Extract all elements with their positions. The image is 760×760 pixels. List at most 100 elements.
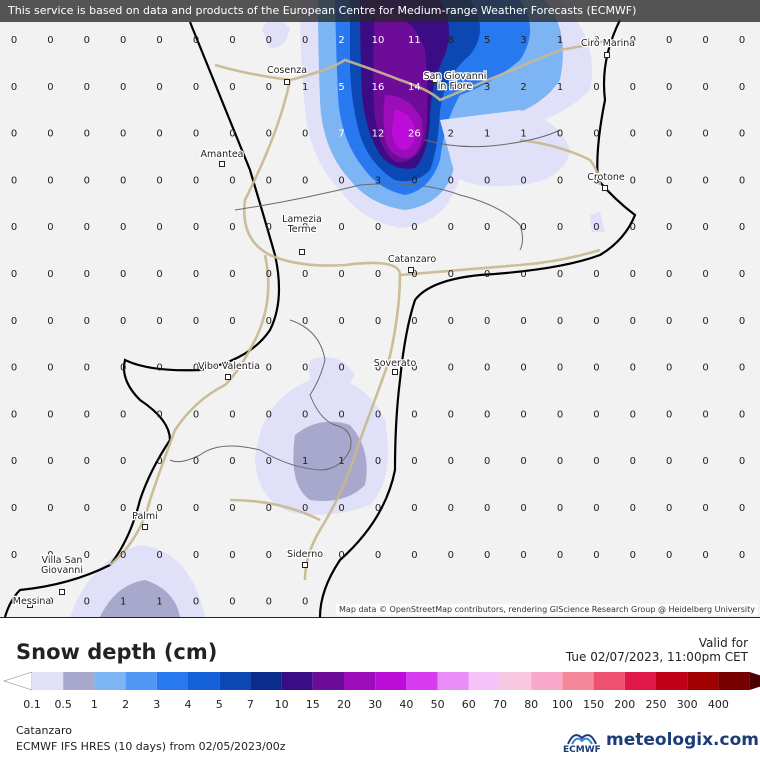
- grid-value: 0: [557, 456, 563, 467]
- city-marker[interactable]: [408, 267, 414, 273]
- grid-value: 0: [193, 269, 199, 280]
- grid-value: 0: [448, 550, 454, 561]
- grid-value: 2: [338, 35, 344, 46]
- grid-value: 0: [229, 269, 235, 280]
- grid-value: 1: [302, 456, 308, 467]
- grid-value: 0: [448, 409, 454, 420]
- grid-value: 0: [120, 175, 126, 186]
- legend-tick-label: 0.5: [54, 698, 72, 711]
- legend-swatch: [687, 672, 719, 690]
- grid-value: 0: [666, 269, 672, 280]
- city-label: Crotone: [587, 172, 625, 183]
- valid-label: Valid for: [698, 636, 748, 650]
- grid-value: 0: [739, 269, 745, 280]
- grid-value: 0: [120, 456, 126, 467]
- grid-value: 0: [11, 82, 17, 93]
- grid-value: 0: [11, 35, 17, 46]
- city-label: Vibo Valentia: [198, 361, 260, 372]
- city-label: in Fiore: [438, 81, 473, 92]
- grid-value: 0: [593, 503, 599, 514]
- grid-value: 0: [84, 550, 90, 561]
- city-marker[interactable]: [604, 52, 610, 58]
- grid-value: 0: [338, 503, 344, 514]
- city-marker[interactable]: [225, 374, 231, 380]
- grid-value: 0: [739, 175, 745, 186]
- grid-value: 0: [84, 129, 90, 140]
- grid-value: 0: [11, 363, 17, 374]
- grid-value: 0: [120, 409, 126, 420]
- grid-value: 0: [84, 363, 90, 374]
- city-marker[interactable]: [27, 602, 33, 608]
- grid-value: 0: [302, 129, 308, 140]
- legend-swatch: [312, 672, 344, 690]
- grid-value: 0: [375, 550, 381, 561]
- grid-value: 0: [338, 269, 344, 280]
- legend-tick-label: 15: [306, 698, 320, 711]
- grid-value: 0: [229, 409, 235, 420]
- grid-value: 0: [266, 175, 272, 186]
- legend-swatch: [624, 672, 656, 690]
- grid-value: 0: [120, 550, 126, 561]
- city-label: Cosenza: [267, 65, 307, 76]
- grid-value: 0: [84, 35, 90, 46]
- grid-value: 0: [338, 409, 344, 420]
- grid-value: 0: [47, 363, 53, 374]
- grid-value: 0: [557, 550, 563, 561]
- grid-value: 0: [630, 175, 636, 186]
- grid-value: 0: [302, 550, 308, 561]
- city-label: Messina: [13, 596, 51, 607]
- grid-value: 0: [484, 175, 490, 186]
- grid-value: 0: [630, 222, 636, 233]
- city-marker[interactable]: [602, 185, 608, 191]
- grid-value: 0: [739, 82, 745, 93]
- grid-value: 0: [302, 597, 308, 608]
- grid-value: 0: [520, 409, 526, 420]
- snow-depth-map[interactable]: 0 0 0 0 0 0 0 0 0 2 10 11 8 5 3 1 0 0 0 0 0 0 0 0 0 0 0 0 0 1 5 16 14 5 3 2…: [0, 0, 760, 618]
- grid-value: 0: [411, 363, 417, 374]
- grid-value: 0: [666, 409, 672, 420]
- grid-value: 0: [120, 503, 126, 514]
- meteologix-logo[interactable]: meteologix.com: [606, 730, 759, 750]
- city-label: Catanzaro: [388, 254, 437, 265]
- legend-swatch: [562, 672, 594, 690]
- grid-value: 0: [193, 409, 199, 420]
- grid-value: 1: [156, 597, 162, 608]
- grid-value: 0: [47, 129, 53, 140]
- color-scale-legend: 0.1 0.5 1 2 3 4 5 7 10 15 20 30 40 50 60 70 80 100 150 200 2…: [3, 671, 760, 711]
- grid-value: 0: [156, 129, 162, 140]
- grid-value: 0: [448, 175, 454, 186]
- grid-value: 0: [702, 409, 708, 420]
- grid-value: 0: [229, 363, 235, 374]
- grid-value: 0: [484, 409, 490, 420]
- city-marker[interactable]: [284, 79, 290, 85]
- city-marker[interactable]: [302, 562, 308, 568]
- grid-value: 0: [593, 316, 599, 327]
- grid-value: 0: [266, 597, 272, 608]
- grid-value: 0: [484, 316, 490, 327]
- grid-value: 0: [193, 597, 199, 608]
- legend-swatch: [468, 672, 500, 690]
- grid-value: 0: [666, 550, 672, 561]
- grid-value: 0: [11, 550, 17, 561]
- legend-tick-label: 3: [153, 698, 160, 711]
- grid-value: 0: [338, 550, 344, 561]
- grid-value: 0: [120, 222, 126, 233]
- city-marker[interactable]: [219, 161, 225, 167]
- grid-value: 0: [375, 363, 381, 374]
- city-marker[interactable]: [142, 524, 148, 530]
- grid-value: 7: [338, 129, 344, 140]
- location-label: Catanzaro: [16, 724, 72, 737]
- city-marker[interactable]: [59, 589, 65, 595]
- legend-swatch: [125, 672, 157, 690]
- grid-value: 1: [302, 82, 308, 93]
- city-marker[interactable]: [432, 77, 438, 83]
- legend-swatch: [593, 672, 625, 690]
- city-marker[interactable]: [299, 249, 305, 255]
- legend-swatch: [656, 672, 688, 690]
- snow-field: [70, 0, 605, 617]
- grid-value: 0: [302, 269, 308, 280]
- grid-value: 0: [593, 550, 599, 561]
- grid-value: 0: [702, 175, 708, 186]
- city-marker[interactable]: [392, 369, 398, 375]
- grid-value: 0: [338, 363, 344, 374]
